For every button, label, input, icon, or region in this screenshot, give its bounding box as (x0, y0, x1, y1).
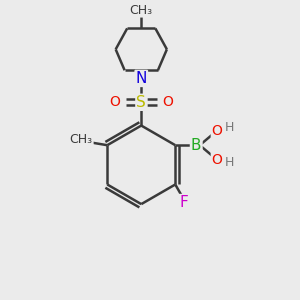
Text: O: O (212, 153, 223, 167)
Text: CH₃: CH₃ (130, 4, 153, 16)
Text: O: O (162, 95, 173, 109)
Text: S: S (136, 95, 146, 110)
Text: H: H (225, 121, 234, 134)
Text: N: N (136, 71, 147, 86)
Text: B: B (191, 138, 202, 153)
Text: H: H (225, 156, 234, 169)
Text: O: O (212, 124, 223, 138)
Text: F: F (180, 195, 188, 210)
Text: CH₃: CH₃ (70, 133, 93, 146)
Text: O: O (110, 95, 121, 109)
